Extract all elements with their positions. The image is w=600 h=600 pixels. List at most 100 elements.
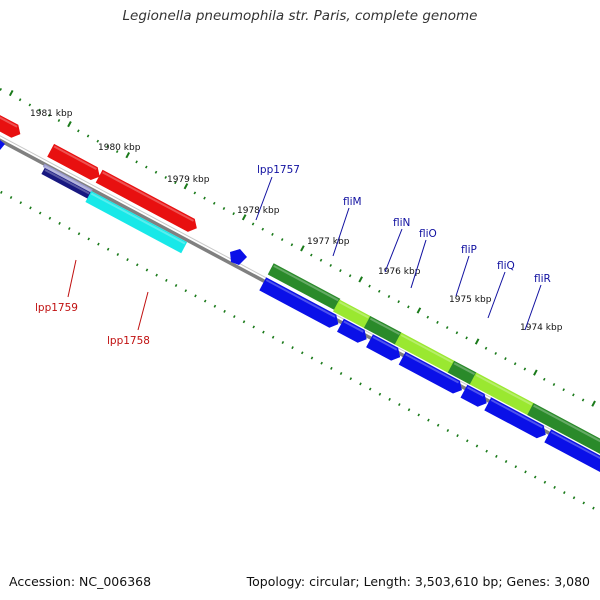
gene-blue-2-highlight xyxy=(343,320,364,333)
outer-tick xyxy=(96,139,100,143)
inner-tick xyxy=(339,372,343,376)
gene-fliM xyxy=(267,263,341,311)
gene-label: lpp1757 xyxy=(257,164,300,176)
inner-tick xyxy=(29,206,32,210)
outer-tick xyxy=(310,253,313,257)
outer-tick xyxy=(222,207,226,210)
outer-tick xyxy=(47,113,51,117)
outer-tick xyxy=(494,351,498,355)
inner-tick xyxy=(504,460,508,464)
outer-tick xyxy=(77,129,80,133)
inner-tick xyxy=(320,361,323,365)
tick-label-kbp: 1979 kbp xyxy=(167,175,210,185)
gene-blue-4 xyxy=(398,351,462,394)
gene-fliR-next-highlight xyxy=(533,404,600,443)
gene-blue-6 xyxy=(484,397,546,439)
inner-tick xyxy=(495,454,498,458)
inner-tick xyxy=(223,309,226,313)
outer-tick xyxy=(484,346,488,350)
outer-tick xyxy=(591,400,596,407)
gene-fliQ-highlight xyxy=(453,362,475,375)
inner-tick xyxy=(19,201,23,205)
inner-tick xyxy=(359,382,362,386)
tick-label-kbp: 1978 kbp xyxy=(237,206,280,216)
gene-lpp1759-highlight xyxy=(53,145,97,170)
inner-tick xyxy=(233,315,236,319)
outer-tick xyxy=(106,144,109,148)
outer-tick xyxy=(174,181,177,185)
outer-tick xyxy=(0,87,3,91)
outer-tick xyxy=(280,238,284,242)
outer-tick xyxy=(57,119,61,122)
tick-label-kbp: 1976 kbp xyxy=(378,267,421,277)
inner-tick xyxy=(398,403,401,407)
gene-label-leader xyxy=(455,255,470,297)
tick-label-kbp: 1977 kbp xyxy=(307,237,350,247)
gene-blue-2 xyxy=(336,318,367,343)
inner-tick xyxy=(126,258,129,262)
outer-tick xyxy=(183,183,189,190)
gene-navy-edge xyxy=(42,163,93,193)
outer-tick xyxy=(397,300,400,304)
outer-tick xyxy=(533,369,538,376)
inner-tick xyxy=(165,278,168,282)
gene-blue-4-highlight xyxy=(405,353,460,384)
gene-label-leader xyxy=(137,291,149,331)
outer-tick xyxy=(241,214,247,221)
outer-tick xyxy=(474,338,480,345)
gene-blue-7 xyxy=(544,429,600,472)
outer-tick xyxy=(251,222,255,226)
inner-tick xyxy=(116,252,120,256)
gene-red-3-highlight xyxy=(102,171,194,222)
outer-tick xyxy=(368,284,371,288)
inner-tick xyxy=(203,299,207,303)
outer-tick xyxy=(455,331,459,335)
inner-tick xyxy=(9,196,13,199)
gene-label: lpp1759 xyxy=(35,302,78,314)
inner-tick xyxy=(87,237,91,241)
outer-tick xyxy=(115,150,119,154)
gene-lpp1758-highlight xyxy=(90,192,186,245)
gene-blue-6-highlight xyxy=(490,399,543,429)
outer-tick xyxy=(290,243,294,247)
gene-label: lpp1758 xyxy=(107,335,150,347)
outer-tick xyxy=(212,201,216,205)
outer-tick xyxy=(445,326,449,330)
inner-tick xyxy=(291,346,294,350)
gene-red-3 xyxy=(95,169,197,232)
gene-red-1-highlight xyxy=(0,116,18,128)
gene-label: fliN xyxy=(393,217,410,229)
gene-blue-3 xyxy=(366,334,401,361)
outer-tick xyxy=(300,245,305,252)
outer-tick xyxy=(319,258,323,262)
accession-label: Accession: NC_006368 xyxy=(9,574,152,589)
inner-tick xyxy=(427,418,430,422)
inner-tick xyxy=(514,465,518,469)
outer-tick xyxy=(562,388,565,392)
inner-tick xyxy=(38,211,42,215)
inner-tick xyxy=(262,330,265,334)
gene-label: fliP xyxy=(461,244,477,256)
inner-tick xyxy=(368,387,372,391)
inner-tick xyxy=(242,320,246,324)
outer-tick xyxy=(552,383,556,386)
inner-tick xyxy=(135,263,139,267)
outer-tick xyxy=(145,165,148,169)
gene-label-leader xyxy=(255,176,273,221)
outer-tick xyxy=(67,120,72,128)
outer-tick xyxy=(339,269,342,273)
gene-blue-1-highlight xyxy=(265,279,336,318)
gene-label: fliQ xyxy=(497,260,515,272)
outer-tick xyxy=(513,362,517,366)
inner-tick xyxy=(543,480,547,484)
outer-tick xyxy=(164,175,168,179)
outer-tick xyxy=(523,367,527,371)
outer-tick xyxy=(416,307,422,314)
map-title: Legionella pneumophila str. Paris, compl… xyxy=(122,8,478,24)
inner-tick xyxy=(388,397,391,401)
tick-label-kbp: 1980 kbp xyxy=(98,143,141,153)
outer-tick xyxy=(38,108,41,112)
inner-tick xyxy=(48,216,52,220)
inner-tick xyxy=(77,232,81,236)
